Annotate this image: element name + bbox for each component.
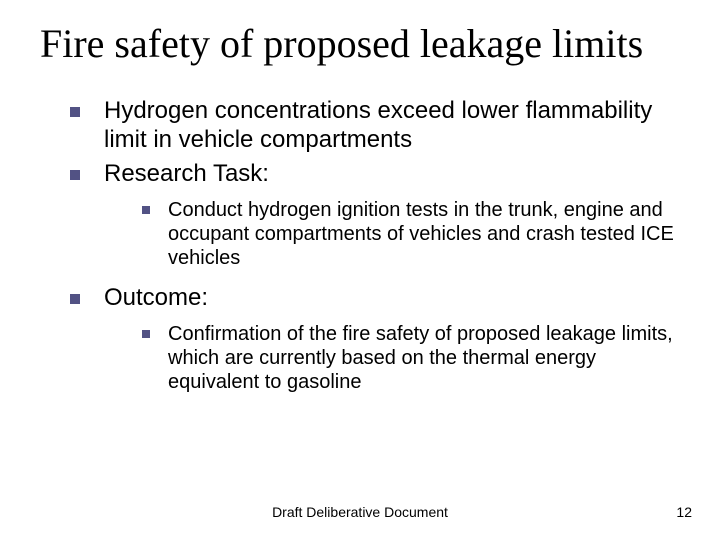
bullet-list-level-2: Confirmation of the fire safety of propo… bbox=[142, 322, 680, 394]
slide: Fire safety of proposed leakage limits H… bbox=[0, 0, 720, 540]
list-item: Conduct hydrogen ignition tests in the t… bbox=[142, 198, 680, 270]
bullet-list-level-2: Conduct hydrogen ignition tests in the t… bbox=[142, 198, 680, 270]
list-item: Outcome: Confirmation of the fire safety… bbox=[70, 284, 680, 394]
slide-title: Fire safety of proposed leakage limits bbox=[40, 22, 680, 65]
bullet-text: Research Task: bbox=[104, 160, 269, 187]
list-item: Hydrogen concentrations exceed lower fla… bbox=[70, 97, 680, 154]
bullet-list-level-1: Hydrogen concentrations exceed lower fla… bbox=[70, 97, 680, 394]
bullet-text: Conduct hydrogen ignition tests in the t… bbox=[168, 199, 674, 269]
footer-center-text: Draft Deliberative Document bbox=[0, 504, 720, 520]
page-number: 12 bbox=[676, 504, 692, 520]
bullet-text: Hydrogen concentrations exceed lower fla… bbox=[104, 97, 652, 152]
list-item: Research Task: Conduct hydrogen ignition… bbox=[70, 160, 680, 270]
bullet-text: Confirmation of the fire safety of propo… bbox=[168, 323, 673, 393]
bullet-text: Outcome: bbox=[104, 284, 208, 311]
list-item: Confirmation of the fire safety of propo… bbox=[142, 322, 680, 394]
